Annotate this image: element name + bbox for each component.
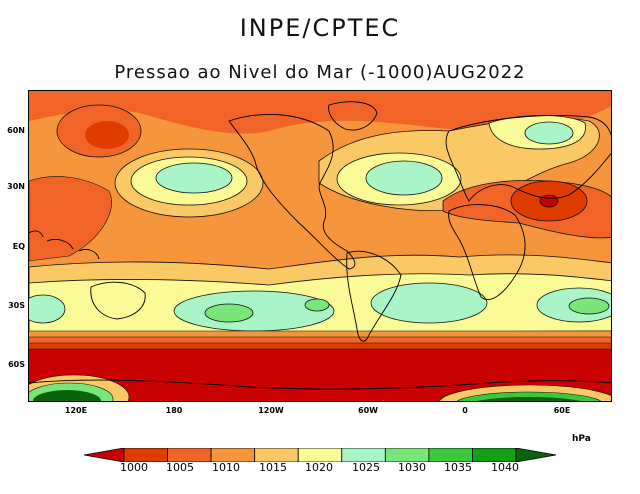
lat-label-60s: 60S	[8, 360, 25, 369]
colorbar-segment	[428, 448, 473, 462]
figure-title: INPE/CPTEC	[239, 14, 401, 42]
australia-high	[29, 294, 66, 324]
colorbar-segment	[210, 448, 256, 462]
colorbar-label: 1020	[305, 461, 333, 474]
coastlines	[29, 101, 611, 390]
colorbar-label: 1030	[398, 461, 426, 474]
lon-label-0: 0	[462, 406, 468, 415]
arctic-low-band	[29, 91, 611, 134]
figure-subtitle: Pressao ao Nivel do Mar (-1000)AUG2022	[114, 62, 526, 83]
north-america-coast	[228, 114, 356, 270]
lat-label-30s: 30S	[8, 301, 25, 310]
asian-low-core	[539, 194, 559, 208]
antarctica-coast	[29, 379, 611, 390]
aleutian-low-core	[85, 121, 129, 149]
color-scale-bar	[84, 448, 556, 462]
colorbar-label: 1015	[259, 461, 287, 474]
south-america-coast	[346, 250, 402, 342]
colorbar-segment	[384, 448, 430, 462]
lon-label-120e: 120E	[64, 406, 88, 415]
greenland-coast	[328, 101, 378, 131]
colorbar-segment	[123, 448, 168, 462]
lon-label-60e: 60E	[553, 406, 571, 415]
colorbar-segment	[167, 448, 212, 462]
colorbar-label: 1035	[444, 461, 472, 474]
colorbar-segment	[472, 448, 517, 462]
europe-high-core	[524, 121, 574, 145]
south-band-1005	[29, 343, 611, 349]
colorbar-label: 1000	[120, 461, 148, 474]
south-pacific-core	[204, 303, 254, 323]
lon-label-60w: 60W	[358, 406, 378, 415]
antarctic-high-east-3	[477, 397, 581, 401]
colorbar-segment	[341, 448, 386, 462]
south-band-1015	[29, 331, 611, 337]
colorbar-label: 1005	[166, 461, 194, 474]
colorbar-segment	[254, 448, 299, 462]
colorbar-arrow-high	[515, 448, 556, 462]
pressure-map	[28, 90, 612, 402]
lat-label-60n: 60N	[7, 126, 25, 135]
colorbar-label: 1025	[352, 461, 380, 474]
lon-label-180: 180	[165, 406, 183, 415]
australia-coast	[90, 281, 146, 320]
colorbar-label: 1010	[212, 461, 240, 474]
south-pacific-high	[173, 290, 335, 332]
indonesia-coast	[29, 230, 100, 260]
indian-ocean-core	[568, 297, 610, 315]
eurasia-coast	[445, 115, 611, 202]
colorbar-segment	[297, 448, 343, 462]
atlantic-high-core	[365, 160, 443, 196]
africa-coast	[448, 204, 526, 300]
colorbar-arrow-low	[84, 448, 125, 462]
lon-label-120w: 120W	[258, 406, 284, 415]
unit-label: hPa	[572, 434, 591, 444]
pacific-high-core	[155, 162, 233, 194]
south-band-1010	[29, 337, 611, 343]
south-pacific-core-2	[304, 298, 330, 312]
south-atlantic-high	[370, 282, 488, 324]
colorbar-label: 1040	[491, 461, 519, 474]
lat-label-30n: 30N	[7, 182, 25, 191]
lat-label-eq: EQ	[12, 242, 25, 251]
antarctic-high-west-3	[33, 390, 101, 401]
